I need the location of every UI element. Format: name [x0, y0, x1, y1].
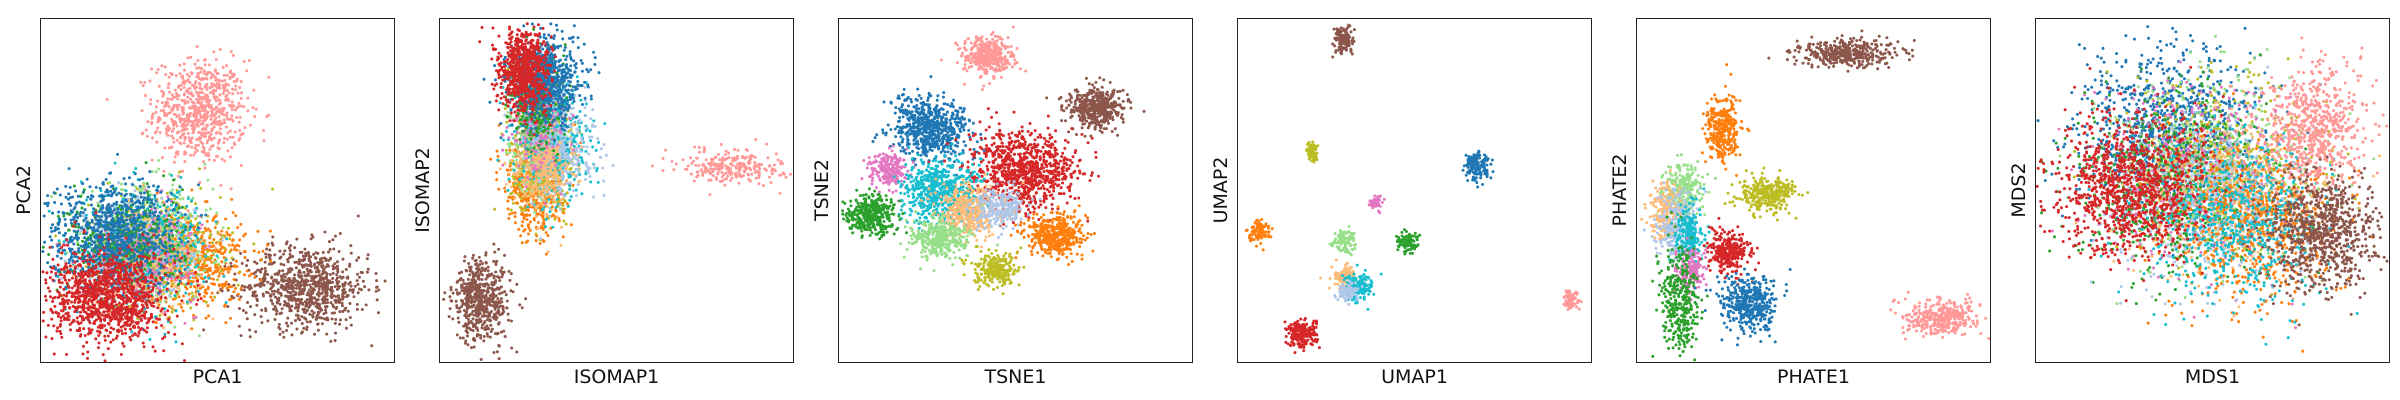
scatter-mds	[2036, 25, 2389, 353]
scatter-pca	[41, 44, 387, 362]
cluster-brown	[1767, 29, 1916, 73]
plot-tsne	[838, 18, 1193, 363]
cluster-brown	[1045, 76, 1146, 138]
cluster-salmon	[939, 25, 1028, 92]
cluster-red	[1698, 216, 1761, 286]
plot-phate	[1636, 18, 1991, 363]
cluster-olive	[1723, 166, 1810, 222]
y-axis-label-umap: UMAP2	[1210, 157, 1232, 224]
cluster-blue	[1693, 267, 1792, 347]
cluster-red	[478, 22, 557, 136]
x-axis-label-isomap: ISOMAP1	[439, 366, 794, 388]
x-axis-label-phate: PHATE1	[1636, 366, 1991, 388]
plot-umap	[1237, 18, 1592, 363]
cluster-green	[1651, 210, 1709, 362]
cluster-lightblue	[964, 180, 1042, 239]
cluster-red	[927, 107, 1101, 228]
cluster-salmon	[2229, 36, 2389, 215]
cluster-orange	[1700, 63, 1751, 177]
cluster-olive	[1305, 140, 1320, 164]
scatter-umap	[1244, 23, 1583, 355]
scatter-tsne	[841, 25, 1146, 296]
cluster-brown	[1331, 23, 1356, 59]
x-axis-label-umap: UMAP1	[1237, 366, 1592, 388]
y-axis-label-phate: PHATE2	[1609, 154, 1631, 227]
cluster-brown	[442, 242, 528, 362]
y-axis-label-pca: PCA2	[13, 165, 35, 215]
cluster-green	[1395, 228, 1422, 256]
cluster-red	[2036, 65, 2294, 303]
cluster-orange	[1244, 217, 1274, 252]
x-axis-label-mds: MDS1	[2035, 366, 2390, 388]
cluster-salmon	[105, 44, 271, 222]
cluster-brown	[2240, 155, 2389, 327]
y-axis-label-mds: MDS2	[2008, 162, 2030, 217]
x-axis-label-tsne: TSNE1	[838, 366, 1193, 388]
cluster-lightgreen	[1328, 224, 1358, 257]
cluster-pink	[1367, 194, 1386, 215]
cluster-green	[841, 187, 909, 241]
x-axis-label-pca: PCA1	[40, 366, 395, 388]
cluster-pink	[860, 144, 916, 203]
cluster-lightblue	[1333, 279, 1364, 306]
cluster-lightgreen	[899, 204, 999, 273]
y-axis-label-tsne: TSNE2	[811, 159, 833, 221]
plot-pca	[40, 18, 395, 363]
cluster-salmon	[1889, 290, 1990, 341]
cluster-cyan	[1668, 187, 1711, 272]
cluster-olive	[960, 244, 1026, 296]
cluster-red	[1283, 317, 1321, 355]
cluster-red	[41, 211, 203, 362]
scatter-isomap	[442, 22, 793, 362]
cluster-salmon	[651, 137, 793, 197]
cluster-orange	[1009, 204, 1096, 266]
scatter-phate	[1640, 29, 1990, 362]
cluster-blue	[1461, 149, 1495, 189]
plot-isomap	[439, 18, 794, 363]
cluster-salmon	[1562, 289, 1583, 311]
plot-mds	[2035, 18, 2390, 363]
y-axis-label-isomap: ISOMAP2	[412, 147, 434, 233]
cluster-blue	[871, 75, 986, 177]
cluster-brown	[202, 214, 387, 348]
